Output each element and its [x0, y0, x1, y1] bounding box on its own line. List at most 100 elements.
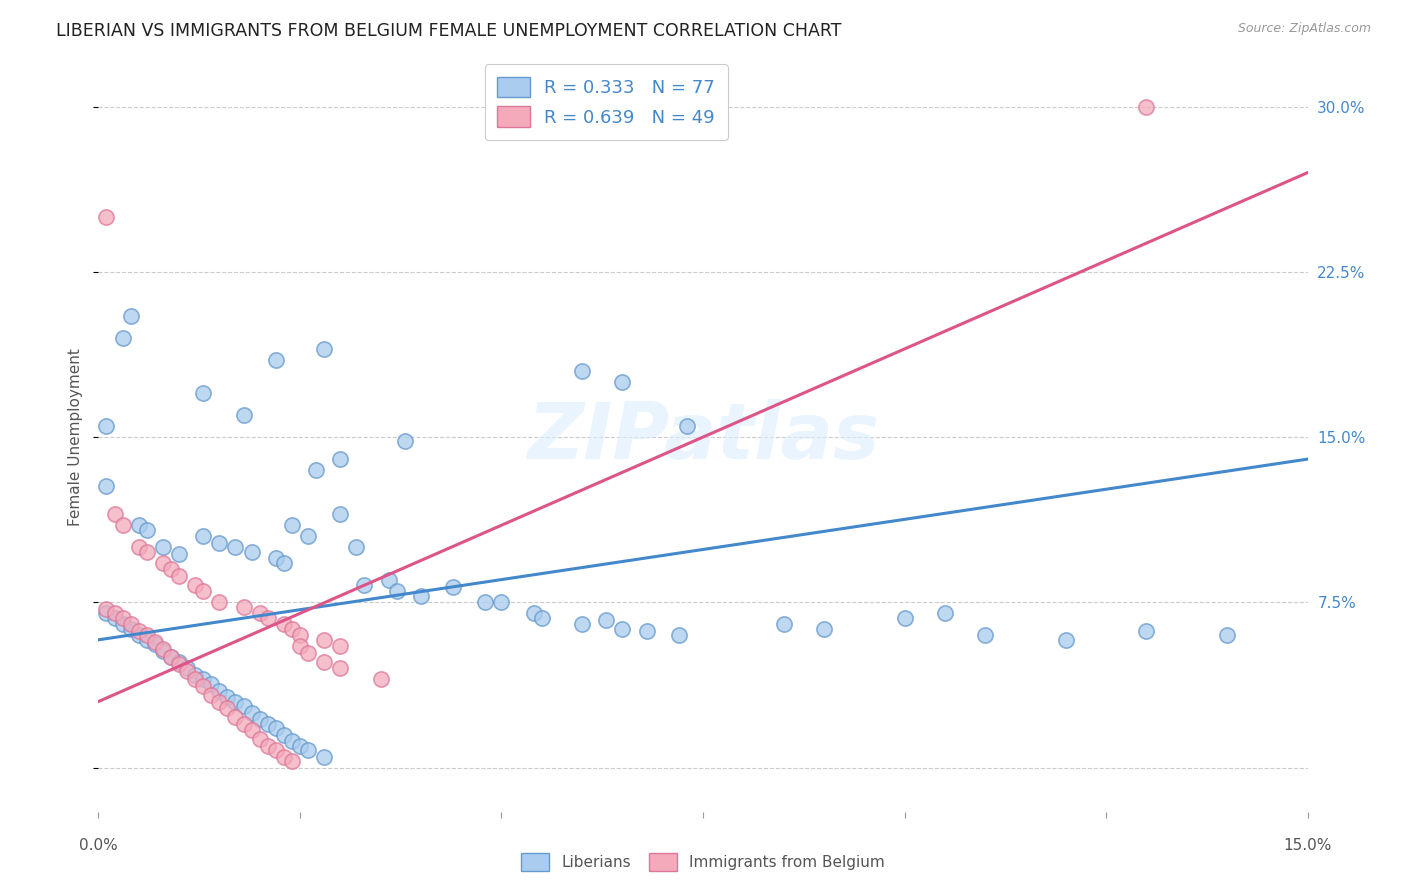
Point: [128, 624, 150, 638]
Point: [530, 611, 553, 625]
Point: [111, 611, 134, 625]
Point: [224, 710, 246, 724]
Point: [273, 556, 295, 570]
Point: [264, 743, 287, 757]
Point: [143, 637, 166, 651]
Point: [167, 569, 190, 583]
Point: [224, 541, 246, 555]
Point: [193, 679, 215, 693]
Point: [668, 628, 690, 642]
Point: [96, 210, 118, 224]
Point: [612, 622, 634, 636]
Point: [200, 677, 222, 691]
Point: [281, 734, 304, 748]
Point: [297, 646, 319, 660]
Point: [232, 698, 254, 713]
Point: [200, 688, 222, 702]
Point: [128, 628, 150, 642]
Point: [256, 611, 278, 625]
Point: [264, 721, 287, 735]
Point: [636, 624, 658, 638]
Point: [152, 644, 174, 658]
Point: [394, 434, 416, 449]
Point: [571, 364, 593, 378]
Point: [193, 386, 215, 401]
Point: [152, 641, 174, 656]
Point: [232, 599, 254, 614]
Point: [193, 529, 215, 543]
Point: [409, 589, 432, 603]
Point: [103, 607, 125, 621]
Point: [297, 529, 319, 543]
Point: [353, 578, 375, 592]
Point: [370, 673, 392, 687]
Point: [772, 617, 794, 632]
Text: 15.0%: 15.0%: [1284, 838, 1331, 853]
Point: [329, 452, 352, 467]
Point: [208, 683, 231, 698]
Point: [160, 650, 183, 665]
Point: [217, 690, 239, 705]
Point: [240, 544, 263, 558]
Point: [96, 419, 118, 434]
Point: [160, 650, 183, 665]
Legend: R = 0.333   N = 77, R = 0.639   N = 49: R = 0.333 N = 77, R = 0.639 N = 49: [485, 64, 728, 140]
Point: [143, 635, 166, 649]
Point: [111, 617, 134, 632]
Point: [1054, 632, 1077, 647]
Point: [934, 607, 956, 621]
Point: [571, 617, 593, 632]
Point: [249, 731, 271, 746]
Point: [96, 607, 118, 621]
Point: [491, 595, 513, 609]
Point: [377, 574, 399, 588]
Text: 0.0%: 0.0%: [79, 838, 118, 853]
Point: [281, 622, 304, 636]
Point: [288, 628, 311, 642]
Point: [152, 556, 174, 570]
Point: [256, 716, 278, 731]
Point: [120, 617, 142, 632]
Point: [217, 701, 239, 715]
Point: [264, 353, 287, 368]
Point: [314, 749, 336, 764]
Point: [193, 584, 215, 599]
Point: [1135, 99, 1157, 113]
Point: [120, 622, 142, 636]
Point: [1216, 628, 1239, 642]
Point: [249, 607, 271, 621]
Point: [111, 518, 134, 533]
Point: [135, 544, 157, 558]
Point: [281, 754, 304, 768]
Point: [1135, 624, 1157, 638]
Point: [103, 507, 125, 521]
Point: [135, 523, 157, 537]
Point: [135, 628, 157, 642]
Point: [893, 611, 915, 625]
Point: [288, 739, 311, 753]
Point: [974, 628, 997, 642]
Point: [232, 408, 254, 422]
Point: [264, 551, 287, 566]
Point: [249, 712, 271, 726]
Point: [224, 694, 246, 708]
Point: [184, 578, 207, 592]
Point: [176, 664, 198, 678]
Point: [305, 463, 328, 477]
Text: LIBERIAN VS IMMIGRANTS FROM BELGIUM FEMALE UNEMPLOYMENT CORRELATION CHART: LIBERIAN VS IMMIGRANTS FROM BELGIUM FEMA…: [56, 22, 842, 40]
Point: [208, 694, 231, 708]
Point: [612, 375, 634, 389]
Point: [152, 541, 174, 555]
Point: [441, 580, 464, 594]
Point: [314, 342, 336, 356]
Point: [160, 562, 183, 576]
Point: [184, 668, 207, 682]
Point: [240, 706, 263, 720]
Point: [256, 739, 278, 753]
Point: [474, 595, 496, 609]
Point: [385, 584, 408, 599]
Point: [120, 309, 142, 323]
Point: [813, 622, 835, 636]
Point: [184, 673, 207, 687]
Point: [288, 640, 311, 654]
